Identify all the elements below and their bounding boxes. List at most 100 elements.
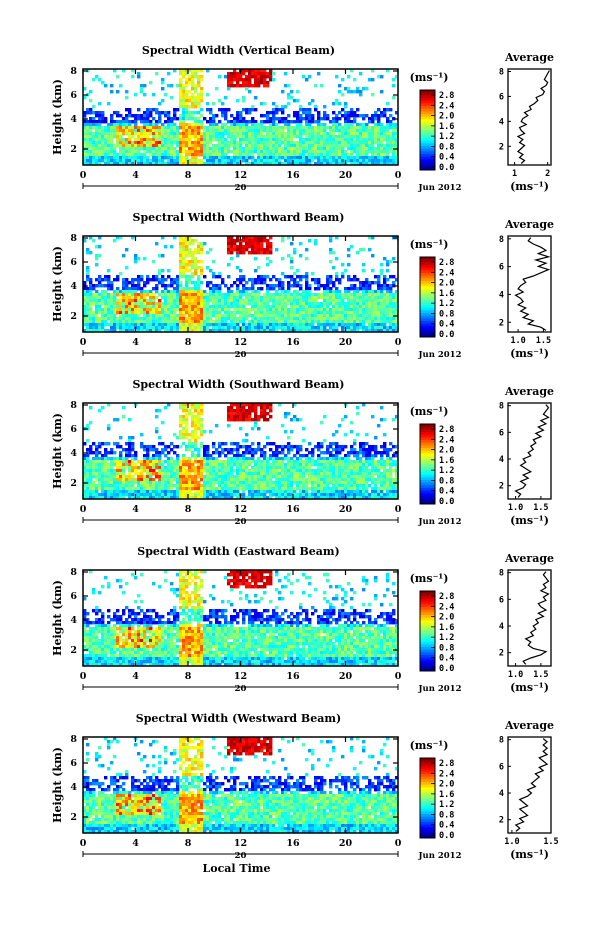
heatmap-cell	[254, 311, 258, 315]
heatmap-cell	[233, 302, 237, 306]
heatmap-cell	[137, 299, 141, 303]
heatmap-cell	[242, 299, 246, 303]
heatmap-cell	[200, 87, 204, 91]
heatmap-cell	[293, 144, 297, 148]
heatmap-cell	[215, 138, 219, 142]
heatmap-cell	[251, 278, 255, 282]
heatmap-cell	[86, 466, 90, 470]
heatmap-cell	[260, 317, 264, 321]
heatmap-cell	[320, 323, 324, 327]
heatmap-cell	[143, 111, 147, 115]
heatmap-cell	[179, 135, 183, 139]
heatmap-cell	[326, 287, 330, 291]
heatmap-cell	[143, 311, 147, 315]
heatmap-cell	[392, 150, 396, 154]
heatmap-cell	[149, 114, 153, 118]
heatmap-cell	[275, 329, 279, 333]
heatmap-cell	[344, 117, 348, 121]
heatmap-cell	[176, 320, 180, 324]
heatmap-cell	[140, 132, 144, 136]
heatmap-cell	[122, 448, 126, 452]
heatmap-cell	[344, 293, 348, 297]
heatmap-cell	[176, 484, 180, 488]
heatmap-cell	[194, 418, 198, 422]
heatmap-cell	[257, 245, 261, 249]
heatmap-cell	[200, 299, 204, 303]
heatmap-cell	[266, 326, 270, 330]
heatmap-cell	[257, 147, 261, 151]
heatmap-cell	[188, 141, 192, 145]
heatmap-cell	[176, 478, 180, 482]
heatmap-cell	[290, 329, 294, 333]
heatmap-cell	[260, 147, 264, 151]
heatmap-cell	[395, 290, 399, 294]
heatmap-cell	[371, 138, 375, 142]
heatmap-cell	[266, 287, 270, 291]
heatmap-cell	[212, 159, 216, 163]
heatmap-cell	[101, 329, 105, 333]
heatmap-cell	[209, 248, 213, 252]
heatmap-cell	[179, 251, 183, 255]
heatmap-cell	[113, 69, 117, 73]
heatmap-cell	[173, 311, 177, 315]
heatmap-cell	[164, 296, 168, 300]
heatmap-cell	[215, 126, 219, 130]
heatmap-cell	[323, 284, 327, 288]
heatmap-cell	[89, 290, 93, 294]
heatmap-cell	[83, 442, 87, 446]
x-tick-label: 4	[132, 170, 139, 181]
heatmap-cell	[161, 144, 165, 148]
heatmap-cell	[305, 111, 309, 115]
heatmap-cell	[383, 311, 387, 315]
heatmap-cell	[338, 144, 342, 148]
heatmap-cell	[110, 159, 114, 163]
heatmap-cell	[251, 287, 255, 291]
heatmap-cell	[191, 302, 195, 306]
heatmap-cell	[362, 326, 366, 330]
heatmap-cell	[209, 305, 213, 309]
heatmap-cell	[89, 421, 93, 425]
heatmap-cell	[311, 317, 315, 321]
heatmap-cell	[299, 299, 303, 303]
heatmap-cell	[359, 302, 363, 306]
heatmap-cell	[116, 484, 120, 488]
heatmap-cell	[101, 463, 105, 467]
heatmap-cell	[188, 153, 192, 157]
heatmap-cell	[146, 323, 150, 327]
heatmap-cell	[143, 490, 147, 494]
heatmap-cell	[377, 296, 381, 300]
heatmap-cell	[92, 105, 96, 109]
heatmap-cell	[338, 132, 342, 136]
heatmap-cell	[323, 323, 327, 327]
heatmap-cell	[239, 305, 243, 309]
heatmap-cell	[245, 123, 249, 127]
heatmap-cell	[176, 108, 180, 112]
heatmap-cell	[230, 326, 234, 330]
heatmap-cell	[95, 317, 99, 321]
heatmap-cell	[203, 162, 207, 166]
heatmap-cell	[89, 320, 93, 324]
heatmap-cell	[167, 162, 171, 166]
heatmap-cell	[206, 144, 210, 148]
heatmap-cell	[278, 284, 282, 288]
heatmap-cell	[386, 290, 390, 294]
heatmap-cell	[368, 147, 372, 151]
heatmap-cell	[374, 290, 378, 294]
heatmap-cell	[344, 126, 348, 130]
heatmap-cell	[224, 299, 228, 303]
heatmap-cell	[347, 111, 351, 115]
heatmap-cell	[257, 81, 261, 85]
heatmap-cell	[263, 236, 267, 240]
heatmap-cell	[119, 469, 123, 473]
heatmap-cell	[278, 281, 282, 285]
heatmap-cell	[356, 314, 360, 318]
heatmap-cell	[257, 126, 261, 130]
heatmap-cell	[227, 132, 231, 136]
heatmap-cell	[92, 314, 96, 318]
heatmap-cell	[224, 75, 228, 79]
heatmap-cell	[338, 126, 342, 130]
heatmap-cell	[227, 156, 231, 160]
heatmap-cell	[98, 323, 102, 327]
heatmap-cell	[239, 248, 243, 252]
heatmap-cell	[161, 490, 165, 494]
